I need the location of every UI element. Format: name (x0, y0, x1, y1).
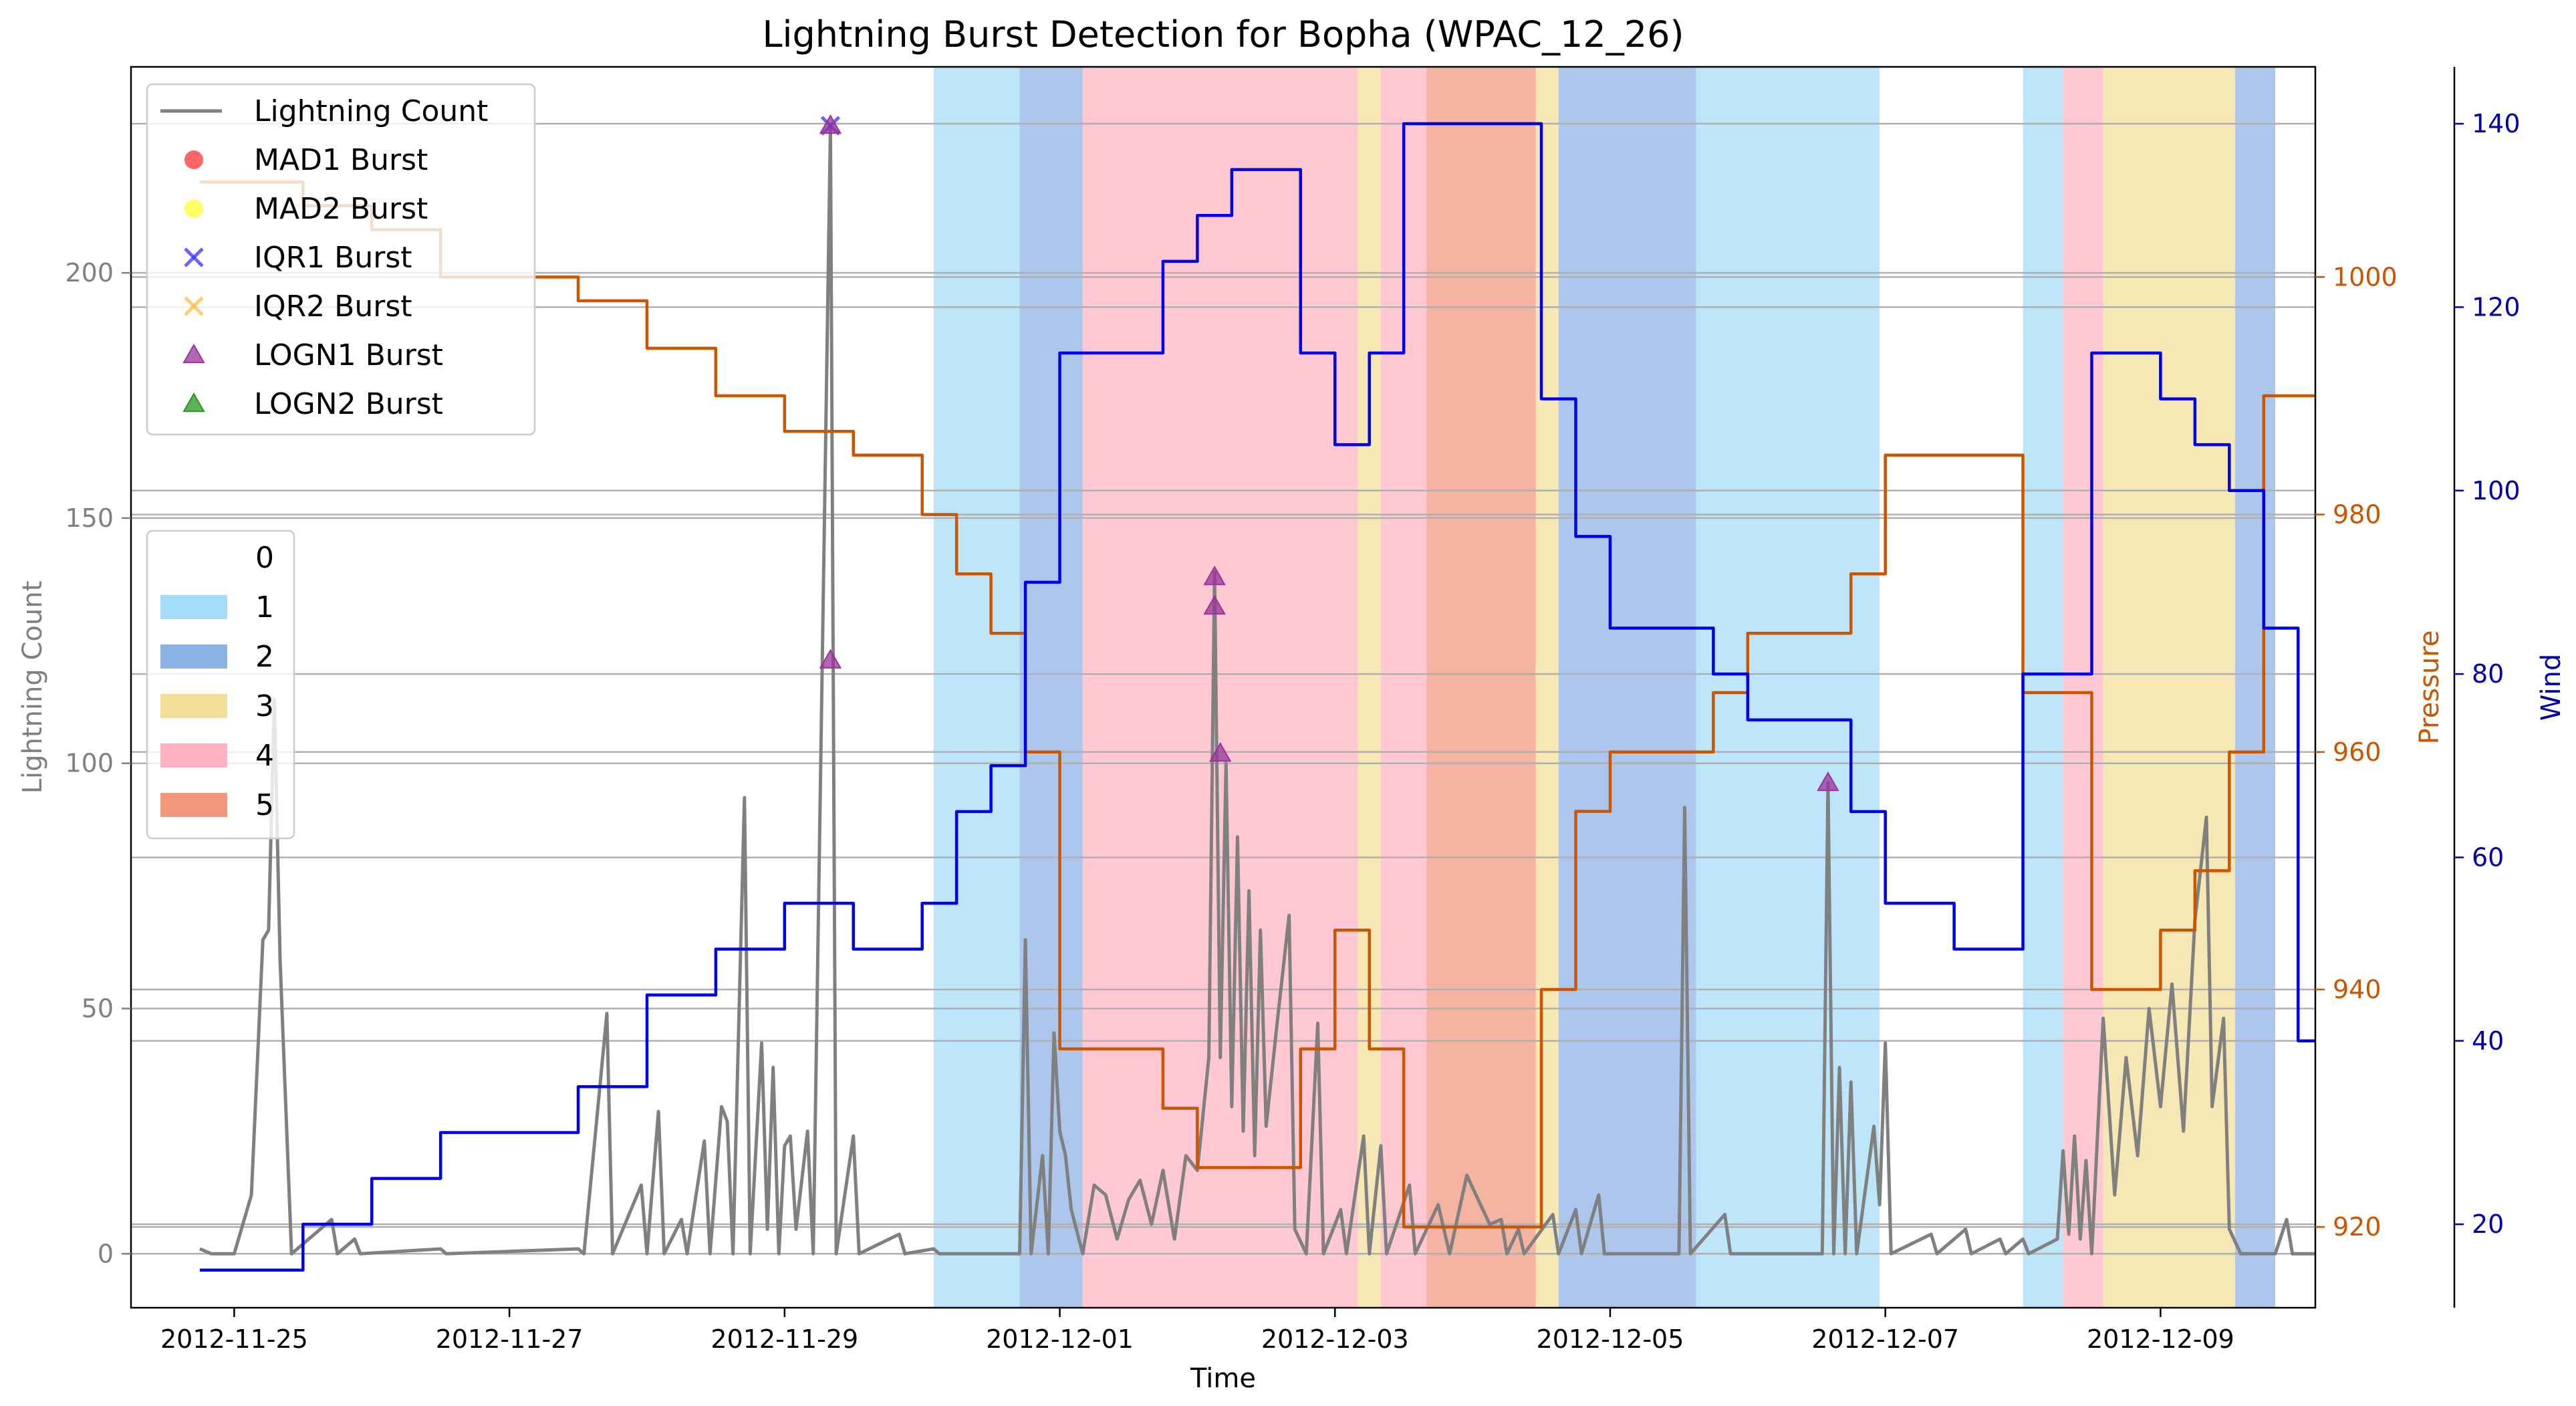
pressure-axis-label: Pressure (2414, 630, 2445, 745)
legend-cat-3-label: 3 (255, 689, 274, 723)
burst-logn1-burst-1 (819, 114, 842, 134)
burst-logn1-burst-2 (819, 649, 842, 669)
x-tick-label-7: 2012-12-09 (2087, 1324, 2234, 1354)
x-tick-label-0: 2012-11-25 (160, 1324, 308, 1354)
wind-tick-label-4: 100 (2472, 476, 2521, 505)
x-axis: 2012-11-25 2012-11-27 2012-11-29 2012-12-01… (160, 1308, 2234, 1354)
legend-cat-4-swatch (160, 743, 227, 768)
band-cat5-5 (1426, 67, 1536, 1308)
y-axis-wind: 20 40 60 80 100 120 140 (2453, 67, 2521, 1308)
legend-cat-0-label: 0 (255, 541, 274, 575)
legend-categories: 0 1 2 3 4 5 (146, 530, 295, 840)
band-cat2-12 (2234, 67, 2275, 1308)
burst-logn1-burst-6 (1817, 772, 1839, 792)
series-pressure (199, 181, 2315, 1229)
y-axis-label: Lightning Count (17, 581, 48, 794)
wind-tick-label-5: 120 (2472, 292, 2521, 322)
intensity-bands (933, 67, 2275, 1308)
band-cat2-7 (1558, 67, 1696, 1308)
y-tick-label-4: 200 (65, 258, 114, 287)
legend-burst-methods: Lightning Count MAD1 Burst MAD2 Burst IQR1 … (146, 83, 536, 436)
x-axis-label: Time (1190, 1363, 1256, 1394)
pressure-tick-label-1: 940 (2333, 975, 2381, 1004)
band-cat1-0 (933, 67, 1020, 1308)
legend-entry-logn2-burst-swatch (182, 392, 205, 413)
wind-axis-label: Wind (2536, 654, 2567, 721)
y-tick-label-0: 0 (98, 1239, 114, 1268)
series-lightning-count (199, 124, 2315, 1256)
plot-frame (130, 66, 2317, 1309)
legend-entry-logn1-burst-swatch (182, 343, 205, 364)
legend-cat-3-swatch (160, 694, 227, 718)
legend-entry-iqr2-burst-label: IQR2 Burst (254, 289, 412, 324)
pressure-tick-label-4: 1000 (2333, 262, 2398, 291)
y-tick-label-2: 100 (65, 749, 114, 778)
series-lines (199, 122, 2315, 1272)
legend-entry-iqr2-burst-swatch (184, 296, 204, 316)
legend-entry-logn2-burst-label: LOGN2 Burst (254, 387, 443, 421)
chart-title: Lightning Burst Detection for Bopha (WPA… (762, 13, 1684, 55)
burst-logn1-burst-3 (1203, 565, 1226, 586)
legend-entry-lightning-count-label: Lightning Count (254, 94, 488, 128)
y-tick-label-3: 150 (65, 503, 114, 533)
burst-logn1-burst-4 (1203, 594, 1226, 615)
band-cat1-9 (2023, 67, 2063, 1308)
y-axis-lightning: 0 50 100 150 200 (65, 258, 131, 1268)
band-cat3-11 (2103, 67, 2235, 1308)
legend-entry-mad2-burst-label: MAD2 Burst (254, 192, 428, 226)
legend-cat-1-label: 1 (255, 590, 274, 624)
pressure-tick-label-2: 960 (2333, 737, 2381, 767)
wind-tick-label-3: 80 (2472, 659, 2504, 689)
x-tick-label-6: 2012-12-07 (1811, 1324, 1959, 1354)
legend-burst-frame (146, 83, 536, 436)
wind-tick-label-0: 20 (2472, 1209, 2504, 1239)
x-tick-label-4: 2012-12-03 (1261, 1324, 1409, 1354)
burst-logn1-burst-5 (1208, 742, 1232, 762)
x-tick-label-3: 2012-12-01 (986, 1324, 1134, 1354)
legend-entry-iqr1-burst-swatch (184, 247, 204, 267)
legend-entry-mad1-burst-label: MAD1 Burst (254, 143, 428, 177)
pressure-tick-label-0: 920 (2333, 1212, 2381, 1242)
series-wind (199, 122, 2315, 1272)
legend-entry-mad1-burst-swatch (184, 150, 203, 169)
legend-cat-5-label: 5 (255, 788, 274, 822)
band-cat3-3 (1358, 67, 1381, 1308)
legend-cat-4-label: 4 (255, 739, 274, 773)
legend-entry-logn1-burst-label: LOGN1 Burst (254, 338, 443, 372)
legend-cat-2-label: 2 (255, 640, 274, 674)
burst-markers (819, 114, 1839, 792)
y-axis-pressure: 920 940 960 980 1000 (2315, 262, 2398, 1242)
wind-tick-label-2: 60 (2472, 842, 2504, 872)
x-tick-label-2: 2012-11-29 (711, 1324, 858, 1354)
legend-cat-1-swatch (160, 595, 227, 619)
legend-cat-5-swatch (160, 793, 227, 817)
legend-entry-mad2-burst-swatch (184, 199, 203, 218)
band-cat3-6 (1535, 67, 1559, 1308)
x-tick-label-5: 2012-12-05 (1537, 1324, 1684, 1354)
wind-tick-label-1: 40 (2472, 1026, 2504, 1056)
wind-tick-label-6: 140 (2472, 109, 2521, 138)
legend-entry-iqr1-burst-label: IQR1 Burst (254, 241, 412, 275)
band-cat4-2 (1082, 67, 1358, 1308)
pressure-tick-label-3: 980 (2333, 500, 2381, 530)
x-tick-label-1: 2012-11-27 (436, 1324, 584, 1354)
legend-cat-2-swatch (160, 645, 227, 669)
y-tick-label-1: 50 (82, 994, 114, 1024)
